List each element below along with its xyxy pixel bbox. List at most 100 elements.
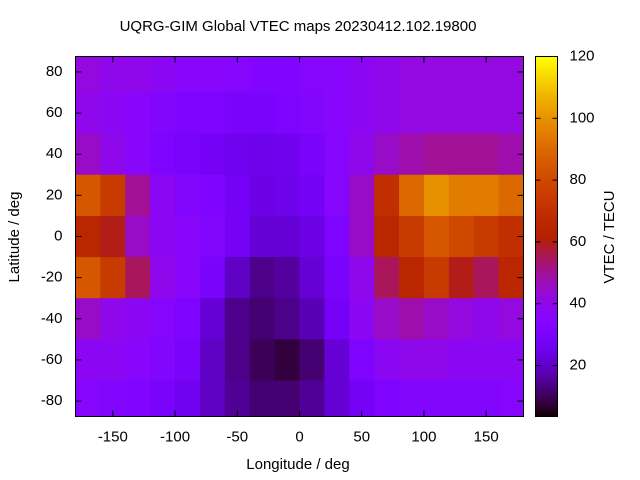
colorbar-step bbox=[535, 206, 558, 210]
colorbar-step bbox=[535, 335, 558, 339]
heatmap-cell bbox=[349, 298, 375, 340]
colorbar-step bbox=[535, 200, 558, 204]
heatmap-cell bbox=[224, 56, 251, 93]
colorbar-step bbox=[535, 107, 558, 111]
y-tick-label: -20 bbox=[41, 269, 63, 286]
colorbar-step bbox=[535, 164, 558, 168]
heatmap-cell bbox=[249, 56, 276, 93]
heatmap-cell bbox=[399, 257, 425, 299]
heatmap-cell bbox=[473, 298, 500, 340]
heatmap-cell bbox=[224, 215, 251, 258]
heatmap-cell bbox=[498, 56, 524, 93]
colorbar-step bbox=[535, 86, 558, 90]
colorbar-step bbox=[535, 209, 558, 213]
colorbar-step bbox=[535, 248, 558, 252]
colorbar-step bbox=[535, 410, 558, 414]
heatmap-cell bbox=[423, 174, 450, 217]
colorbar-step bbox=[535, 281, 558, 285]
heatmap-cell bbox=[150, 174, 176, 217]
heatmap-cell bbox=[125, 174, 151, 217]
y-tick-label: 40 bbox=[46, 145, 63, 162]
colorbar-step bbox=[535, 155, 558, 159]
colorbar-step bbox=[535, 215, 558, 219]
heatmap-cell bbox=[473, 92, 500, 135]
heatmap-cell bbox=[100, 215, 126, 258]
heatmap-cell bbox=[448, 92, 475, 135]
colorbar-step bbox=[535, 56, 558, 60]
colorbar-step bbox=[535, 350, 558, 354]
colorbar-step bbox=[535, 359, 558, 363]
heatmap-cell bbox=[274, 339, 300, 381]
colorbar-step bbox=[535, 137, 558, 141]
colorbar-step bbox=[535, 149, 558, 153]
heatmap-cell bbox=[374, 380, 400, 417]
heatmap-cell bbox=[299, 56, 325, 93]
heatmap-cell bbox=[249, 92, 276, 135]
heatmap-cell bbox=[249, 380, 276, 417]
heatmap-cell bbox=[299, 215, 325, 258]
heatmap-cell bbox=[399, 56, 425, 93]
heatmap-cell bbox=[249, 215, 276, 258]
colorbar-step bbox=[535, 329, 558, 333]
colorbar-step bbox=[535, 131, 558, 135]
heatmap-cell bbox=[299, 92, 325, 135]
colorbar-step bbox=[535, 356, 558, 360]
colorbar-step bbox=[535, 176, 558, 180]
heatmap-cell bbox=[423, 339, 450, 381]
y-tick-label: 80 bbox=[46, 63, 63, 80]
colorbar-step bbox=[535, 101, 558, 105]
heatmap-cell bbox=[150, 215, 176, 258]
colorbar-tick-label: 40 bbox=[570, 295, 587, 312]
colorbar-step bbox=[535, 212, 558, 216]
colorbar-step bbox=[535, 347, 558, 351]
heatmap-cell bbox=[324, 298, 350, 340]
heatmap-cell bbox=[249, 257, 276, 299]
heatmap-cell bbox=[274, 380, 300, 417]
colorbar-step bbox=[535, 230, 558, 234]
colorbar-step bbox=[535, 398, 558, 402]
heatmap-cell bbox=[423, 92, 450, 135]
heatmap-cell bbox=[399, 174, 425, 217]
heatmap-cell bbox=[100, 257, 126, 299]
heatmap-cell bbox=[199, 56, 226, 93]
colorbar-step bbox=[535, 275, 558, 279]
colorbar-step bbox=[535, 110, 558, 114]
colorbar-step bbox=[535, 383, 558, 387]
heatmap-cell bbox=[399, 215, 425, 258]
colorbar-step bbox=[535, 128, 558, 132]
heatmap-cell bbox=[473, 257, 500, 299]
colorbar-step bbox=[535, 278, 558, 282]
heatmap-cell bbox=[448, 215, 475, 258]
heatmap-cell bbox=[150, 257, 176, 299]
heatmap-cell bbox=[150, 92, 176, 135]
heatmap-cell bbox=[374, 56, 400, 93]
heatmap-cell bbox=[299, 174, 325, 217]
colorbar-step bbox=[535, 68, 558, 72]
colorbar-step bbox=[535, 314, 558, 318]
heatmap-cell bbox=[448, 298, 475, 340]
colorbar-step bbox=[535, 92, 558, 96]
colorbar-step bbox=[535, 236, 558, 240]
heatmap-cell bbox=[448, 56, 475, 93]
heatmap-cell bbox=[150, 298, 176, 340]
heatmap-cell bbox=[473, 133, 500, 176]
heatmap-cell bbox=[175, 174, 201, 217]
colorbar-step bbox=[535, 353, 558, 357]
heatmap-cell bbox=[125, 298, 151, 340]
heatmap-cell bbox=[299, 339, 325, 381]
heatmap-cell bbox=[150, 133, 176, 176]
heatmap-cell bbox=[299, 133, 325, 176]
heatmap-cell bbox=[199, 174, 226, 217]
colorbar-step bbox=[535, 113, 558, 117]
colorbar-step bbox=[535, 374, 558, 378]
heatmap-cell bbox=[399, 133, 425, 176]
heatmap-cell bbox=[299, 257, 325, 299]
y-tick-label: -80 bbox=[41, 392, 63, 409]
heatmap-cell bbox=[274, 298, 300, 340]
colorbar-step bbox=[535, 395, 558, 399]
colorbar-step bbox=[535, 77, 558, 81]
colorbar-step bbox=[535, 191, 558, 195]
heatmap-cell bbox=[473, 174, 500, 217]
colorbar-step bbox=[535, 158, 558, 162]
